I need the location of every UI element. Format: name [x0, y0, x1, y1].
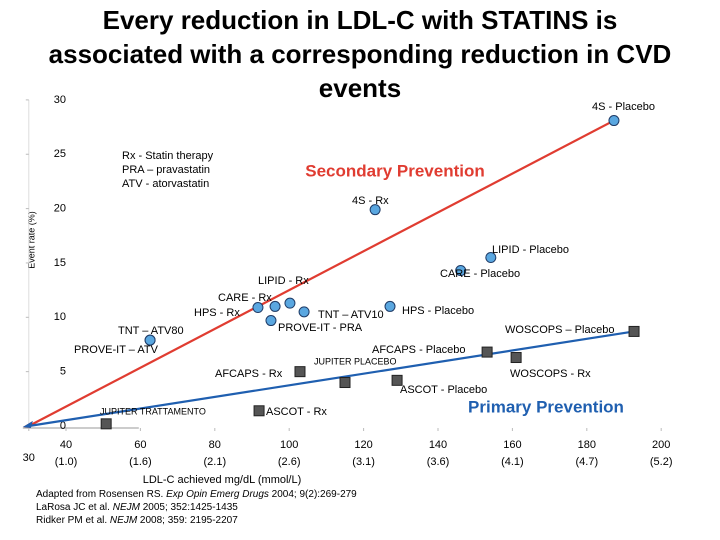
point-label: 4S - Placebo [592, 101, 655, 113]
reference-part: NEJM [113, 502, 141, 513]
point [608, 115, 620, 127]
legend-note: ATV - atorvastatin [122, 178, 209, 190]
x-tick-label: 120 [354, 439, 372, 451]
reference: Adapted from Rosensen RS. Exp Opin Emerg… [36, 489, 357, 500]
x-tick-sublabel: (4.1) [501, 456, 524, 468]
y-tick-label: 20 [54, 203, 66, 215]
point [384, 300, 396, 312]
point-label: ASCOT - Placebo [400, 384, 487, 396]
point-label: PROVE-IT - PRA [278, 322, 363, 334]
trend-line [28, 330, 635, 428]
point-label: WOSCOPS – Placebo [505, 324, 614, 336]
point [628, 325, 640, 337]
y-tick-label: 10 [54, 311, 66, 323]
point-label: CARE - Rx [218, 292, 272, 304]
x-tick-sublabel: (1.0) [55, 456, 78, 468]
x-tick-sublabel: (4.7) [575, 456, 598, 468]
reference-part: 2004; 9(2):269-279 [269, 489, 357, 500]
point [144, 334, 156, 346]
x-tick-label: 200 [652, 439, 670, 451]
point [510, 352, 522, 364]
point [369, 204, 381, 216]
x-tick-label: 100 [280, 439, 298, 451]
y-tick-label: 0 [60, 420, 66, 432]
reference: Ridker PM et al. NEJM 2008; 359: 2195-22… [36, 515, 238, 526]
point [455, 265, 467, 277]
reference-part: 2005; 352:1425-1435 [140, 502, 238, 513]
reference-part: NEJM [110, 515, 138, 526]
point [284, 297, 296, 309]
point-label: WOSCOPS - Rx [510, 368, 591, 380]
point [485, 252, 497, 264]
x-tick-label: 40 [60, 439, 72, 451]
trend-arrow [22, 421, 33, 428]
x-tick-label: 160 [503, 439, 521, 451]
x-tick-label: 140 [429, 439, 447, 451]
point [269, 300, 281, 312]
point-label: TNT – ATV10 [318, 309, 384, 321]
y-tick-label: 30 [54, 94, 66, 106]
point [339, 377, 351, 389]
point [100, 418, 112, 430]
point-label: JUPITER PLACEBO [314, 356, 397, 366]
point-label: LIPID - Placebo [492, 244, 569, 256]
chart-title: Every reduction in LDL-C with STATINS is [103, 5, 618, 35]
line-name: Primary Prevention [468, 397, 624, 416]
reference-part: Ridker PM et al. [36, 515, 110, 526]
point [265, 315, 277, 327]
point [252, 302, 264, 314]
point-label: PROVE-IT – ATV [74, 344, 159, 356]
legend-note: PRA – pravastatin [122, 164, 210, 176]
x-tick-sublabel: (1.6) [129, 456, 152, 468]
line-name: Secondary Prevention [305, 161, 485, 180]
chart-title: events [319, 73, 401, 103]
chart-title: associated with a corresponding reductio… [49, 39, 672, 69]
x-tick-label: 60 [134, 439, 146, 451]
x-tick-sublabel: (5.2) [650, 456, 673, 468]
point [253, 405, 265, 417]
x-tick-sublabel: (2.6) [278, 456, 301, 468]
point-label: AFCAPS - Rx [215, 368, 283, 380]
point-label: HPS - Placebo [402, 305, 474, 317]
reference-part: LaRosa JC et al. [36, 502, 113, 513]
y-tick-label: 25 [54, 148, 66, 160]
point-label: JUPITER TRATTAMENTO [100, 406, 206, 416]
point [298, 306, 310, 318]
point-label: ASCOT - Rx [266, 406, 327, 418]
reference-part: Adapted from Rosensen RS. [36, 489, 166, 500]
legend-note: Rx - Statin therapy [122, 150, 214, 162]
trend-line [28, 119, 615, 427]
point [391, 374, 403, 386]
point-label: TNT – ATV80 [118, 325, 184, 337]
point-label: LIPID - Rx [258, 275, 309, 287]
x-tick-label: 180 [578, 439, 596, 451]
x-axis-label: LDL-C achieved mg/dL (mmol/L) [143, 474, 302, 486]
point [481, 346, 493, 358]
point-label: HPS - Rx [194, 307, 240, 319]
x-tick-sublabel: (3.1) [352, 456, 375, 468]
x-tick-label: 30 [23, 452, 35, 464]
y-tick-label: 5 [60, 366, 66, 378]
reference-part: 2008; 359: 2195-2207 [137, 515, 238, 526]
x-tick-label: 80 [209, 439, 221, 451]
reference-part: Exp Opin Emerg Drugs [166, 489, 269, 500]
point-label: AFCAPS - Placebo [372, 344, 466, 356]
point-label: 4S - Rx [352, 195, 389, 207]
point-label: CARE - Placebo [440, 268, 520, 280]
x-tick-sublabel: (3.6) [427, 456, 450, 468]
x-tick-sublabel: (2.1) [203, 456, 226, 468]
y-tick-label: 15 [54, 257, 66, 269]
y-axis-label: Event rate (%) [26, 211, 36, 269]
reference: LaRosa JC et al. NEJM 2005; 352:1425-143… [36, 502, 238, 513]
point [294, 366, 306, 378]
